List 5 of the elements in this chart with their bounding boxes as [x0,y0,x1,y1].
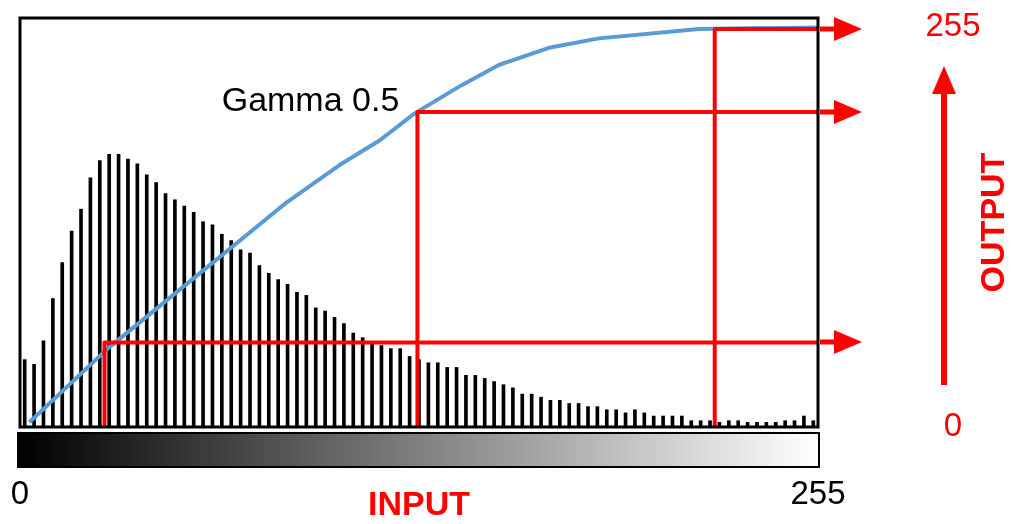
series-label: Gamma 0.5 [221,79,400,118]
x-axis-title: INPUT [368,484,471,522]
y2-tick-label: 255 [925,6,981,44]
y2-axis-title: OUTPUT [973,152,1012,293]
y2-tick-label: 0 [943,406,963,444]
